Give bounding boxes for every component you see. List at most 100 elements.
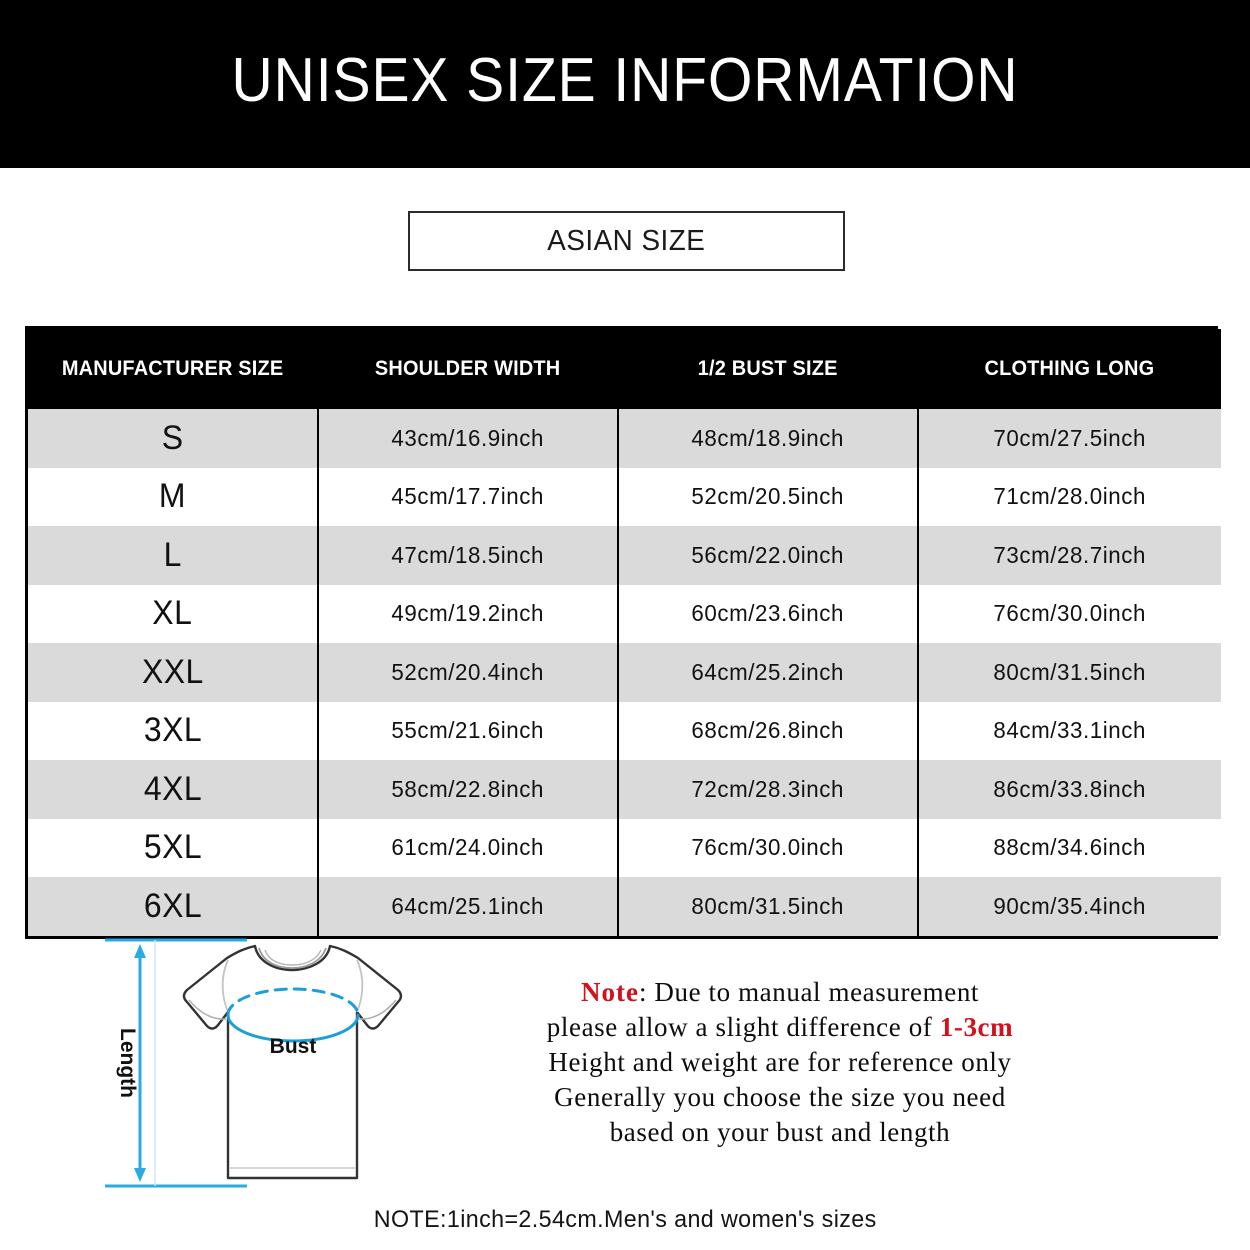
cell-length: 88cm/34.6inch <box>918 818 1221 877</box>
note-tolerance-value: 1-3cm <box>939 1012 1014 1042</box>
bust-value: 76cm/30.0inch <box>691 834 845 861</box>
cell-bust: 68cm/26.8inch <box>618 701 919 760</box>
size-label: S <box>161 418 184 457</box>
cell-shoulder: 49cm/19.2inch <box>318 584 619 643</box>
table-row: 4XL 58cm/22.8inch 72cm/28.3inch 86cm/33.… <box>28 760 1221 819</box>
bust-ellipse-top-dashed <box>226 987 360 1017</box>
cell-bust: 76cm/30.0inch <box>618 818 919 877</box>
bust-value: 68cm/26.8inch <box>691 717 845 744</box>
column-header-half-bust-size: 1/2 BUST SIZE <box>618 329 918 409</box>
table-row: XL 49cm/19.2inch 60cm/23.6inch 76cm/30.0… <box>28 584 1221 643</box>
cell-bust: 56cm/22.0inch <box>618 526 919 585</box>
bust-ellipse-bottom-solid <box>226 1013 360 1043</box>
cell-shoulder: 61cm/24.0inch <box>318 818 619 877</box>
column-header-label: MANUFACTURER SIZE <box>62 357 284 380</box>
cell-length: 84cm/33.1inch <box>918 701 1221 760</box>
note-line-3: Height and weight are for reference only <box>548 1047 1012 1077</box>
note-keyword: Note <box>580 977 639 1007</box>
cell-size: 3XL <box>28 701 319 760</box>
conversion-note-text: NOTE:1inch=2.54cm.Men's and women's size… <box>373 1206 877 1233</box>
column-header-clothing-long: CLOTHING LONG <box>918 329 1221 409</box>
cell-bust: 80cm/31.5inch <box>618 877 919 936</box>
page-title: UNISEX SIZE INFORMATION <box>50 0 1200 168</box>
note-line-2-prefix: please allow a slight difference of <box>546 1012 940 1042</box>
table-row: XXL 52cm/20.4inch 64cm/25.2inch 80cm/31.… <box>28 643 1221 702</box>
cell-bust: 52cm/20.5inch <box>618 467 919 526</box>
size-label: 6XL <box>143 886 202 925</box>
measurement-note-block: Note: Due to manual measurement please a… <box>450 975 1110 1150</box>
column-header-label: CLOTHING LONG <box>984 357 1155 380</box>
table-row: S 43cm/16.9inch 48cm/18.9inch 70cm/27.5i… <box>28 409 1221 468</box>
size-label: L <box>163 535 182 574</box>
sleeve-cuff-left <box>188 999 227 1020</box>
column-header-label: 1/2 BUST SIZE <box>698 357 838 380</box>
table-row: 3XL 55cm/21.6inch 68cm/26.8inch 84cm/33.… <box>28 701 1221 760</box>
bust-value: 60cm/23.6inch <box>691 600 845 627</box>
length-label: Length <box>116 1028 139 1098</box>
shoulder-value: 47cm/18.5inch <box>391 541 545 568</box>
sleeve-cuff-right <box>358 999 397 1020</box>
shoulder-value: 61cm/24.0inch <box>391 834 545 861</box>
shoulder-value: 45cm/17.7inch <box>391 483 545 510</box>
column-header-manufacturer-size: MANUFACTURER SIZE <box>28 329 318 409</box>
conversion-note: NOTE:1inch=2.54cm.Men's and women's size… <box>0 1206 1250 1234</box>
tshirt-measurement-diagram: Length Bust <box>95 928 475 1198</box>
shoulder-value: 43cm/16.9inch <box>391 424 545 451</box>
bust-value: 56cm/22.0inch <box>691 541 845 568</box>
size-label: XXL <box>141 652 204 691</box>
length-value: 80cm/31.5inch <box>993 658 1147 685</box>
cell-shoulder: 52cm/20.4inch <box>318 643 619 702</box>
asian-size-label: ASIAN SIZE <box>547 224 706 257</box>
note-line-1-rest: : Due to manual measurement <box>638 977 980 1007</box>
length-value: 86cm/33.8inch <box>993 775 1147 802</box>
cell-bust: 48cm/18.9inch <box>618 409 919 468</box>
collar-inner-line-2 <box>264 949 322 966</box>
cell-length: 90cm/35.4inch <box>918 877 1221 936</box>
cell-shoulder: 58cm/22.8inch <box>318 760 619 819</box>
cell-size: S <box>28 409 319 468</box>
cell-size: 6XL <box>28 877 319 936</box>
top-banner: UNISEX SIZE INFORMATION <box>0 0 1250 168</box>
size-label: 3XL <box>143 711 202 750</box>
length-value: 71cm/28.0inch <box>993 483 1147 510</box>
bust-value: 52cm/20.5inch <box>691 483 845 510</box>
length-arrow-head-bottom <box>134 1168 146 1182</box>
size-label: 4XL <box>143 769 202 808</box>
cell-length: 73cm/28.7inch <box>918 526 1221 585</box>
note-line-5: based on your bust and length <box>609 1117 951 1147</box>
note-line-1: Note: Due to manual measurement <box>450 975 1110 1010</box>
shoulder-value: 55cm/21.6inch <box>391 717 545 744</box>
table-header-row: MANUFACTURER SIZE SHOULDER WIDTH 1/2 BUS… <box>28 329 1221 409</box>
table-row: M 45cm/17.7inch 52cm/20.5inch 71cm/28.0i… <box>28 467 1221 526</box>
sleeve-seam-left <box>221 959 229 1013</box>
bust-label: Bust <box>270 1035 317 1058</box>
table-row: 5XL 61cm/24.0inch 76cm/30.0inch 88cm/34.… <box>28 818 1221 877</box>
size-chart-table: MANUFACTURER SIZE SHOULDER WIDTH 1/2 BUS… <box>25 326 1221 939</box>
length-value: 76cm/30.0inch <box>993 600 1147 627</box>
cell-shoulder: 47cm/18.5inch <box>318 526 619 585</box>
length-value: 88cm/34.6inch <box>993 834 1147 861</box>
table-row: 6XL 64cm/25.1inch 80cm/31.5inch 90cm/35.… <box>28 877 1221 936</box>
collar-inner-line-1 <box>258 947 327 969</box>
length-arrow-head-top <box>134 944 146 958</box>
length-value: 73cm/28.7inch <box>993 541 1147 568</box>
cell-size: XL <box>28 584 319 643</box>
cell-bust: 64cm/25.2inch <box>618 643 919 702</box>
sleeve-seam-right <box>356 959 364 1013</box>
length-value: 84cm/33.1inch <box>993 717 1147 744</box>
note-line-4: Generally you choose the size you need <box>554 1082 1006 1112</box>
shoulder-value: 52cm/20.4inch <box>391 658 545 685</box>
shoulder-value: 49cm/19.2inch <box>391 600 545 627</box>
length-value: 70cm/27.5inch <box>993 424 1147 451</box>
cell-length: 70cm/27.5inch <box>918 409 1221 468</box>
cell-bust: 60cm/23.6inch <box>618 584 919 643</box>
cell-length: 76cm/30.0inch <box>918 584 1221 643</box>
cell-size: L <box>28 526 319 585</box>
cell-shoulder: 43cm/16.9inch <box>318 409 619 468</box>
note-line-2: please allow a slight difference of 1-3c… <box>450 1010 1110 1045</box>
size-label: M <box>158 477 187 516</box>
asian-size-box: ASIAN SIZE <box>408 211 845 271</box>
size-label: XL <box>152 594 193 633</box>
cell-length: 80cm/31.5inch <box>918 643 1221 702</box>
table-row: L 47cm/18.5inch 56cm/22.0inch 73cm/28.7i… <box>28 526 1221 585</box>
